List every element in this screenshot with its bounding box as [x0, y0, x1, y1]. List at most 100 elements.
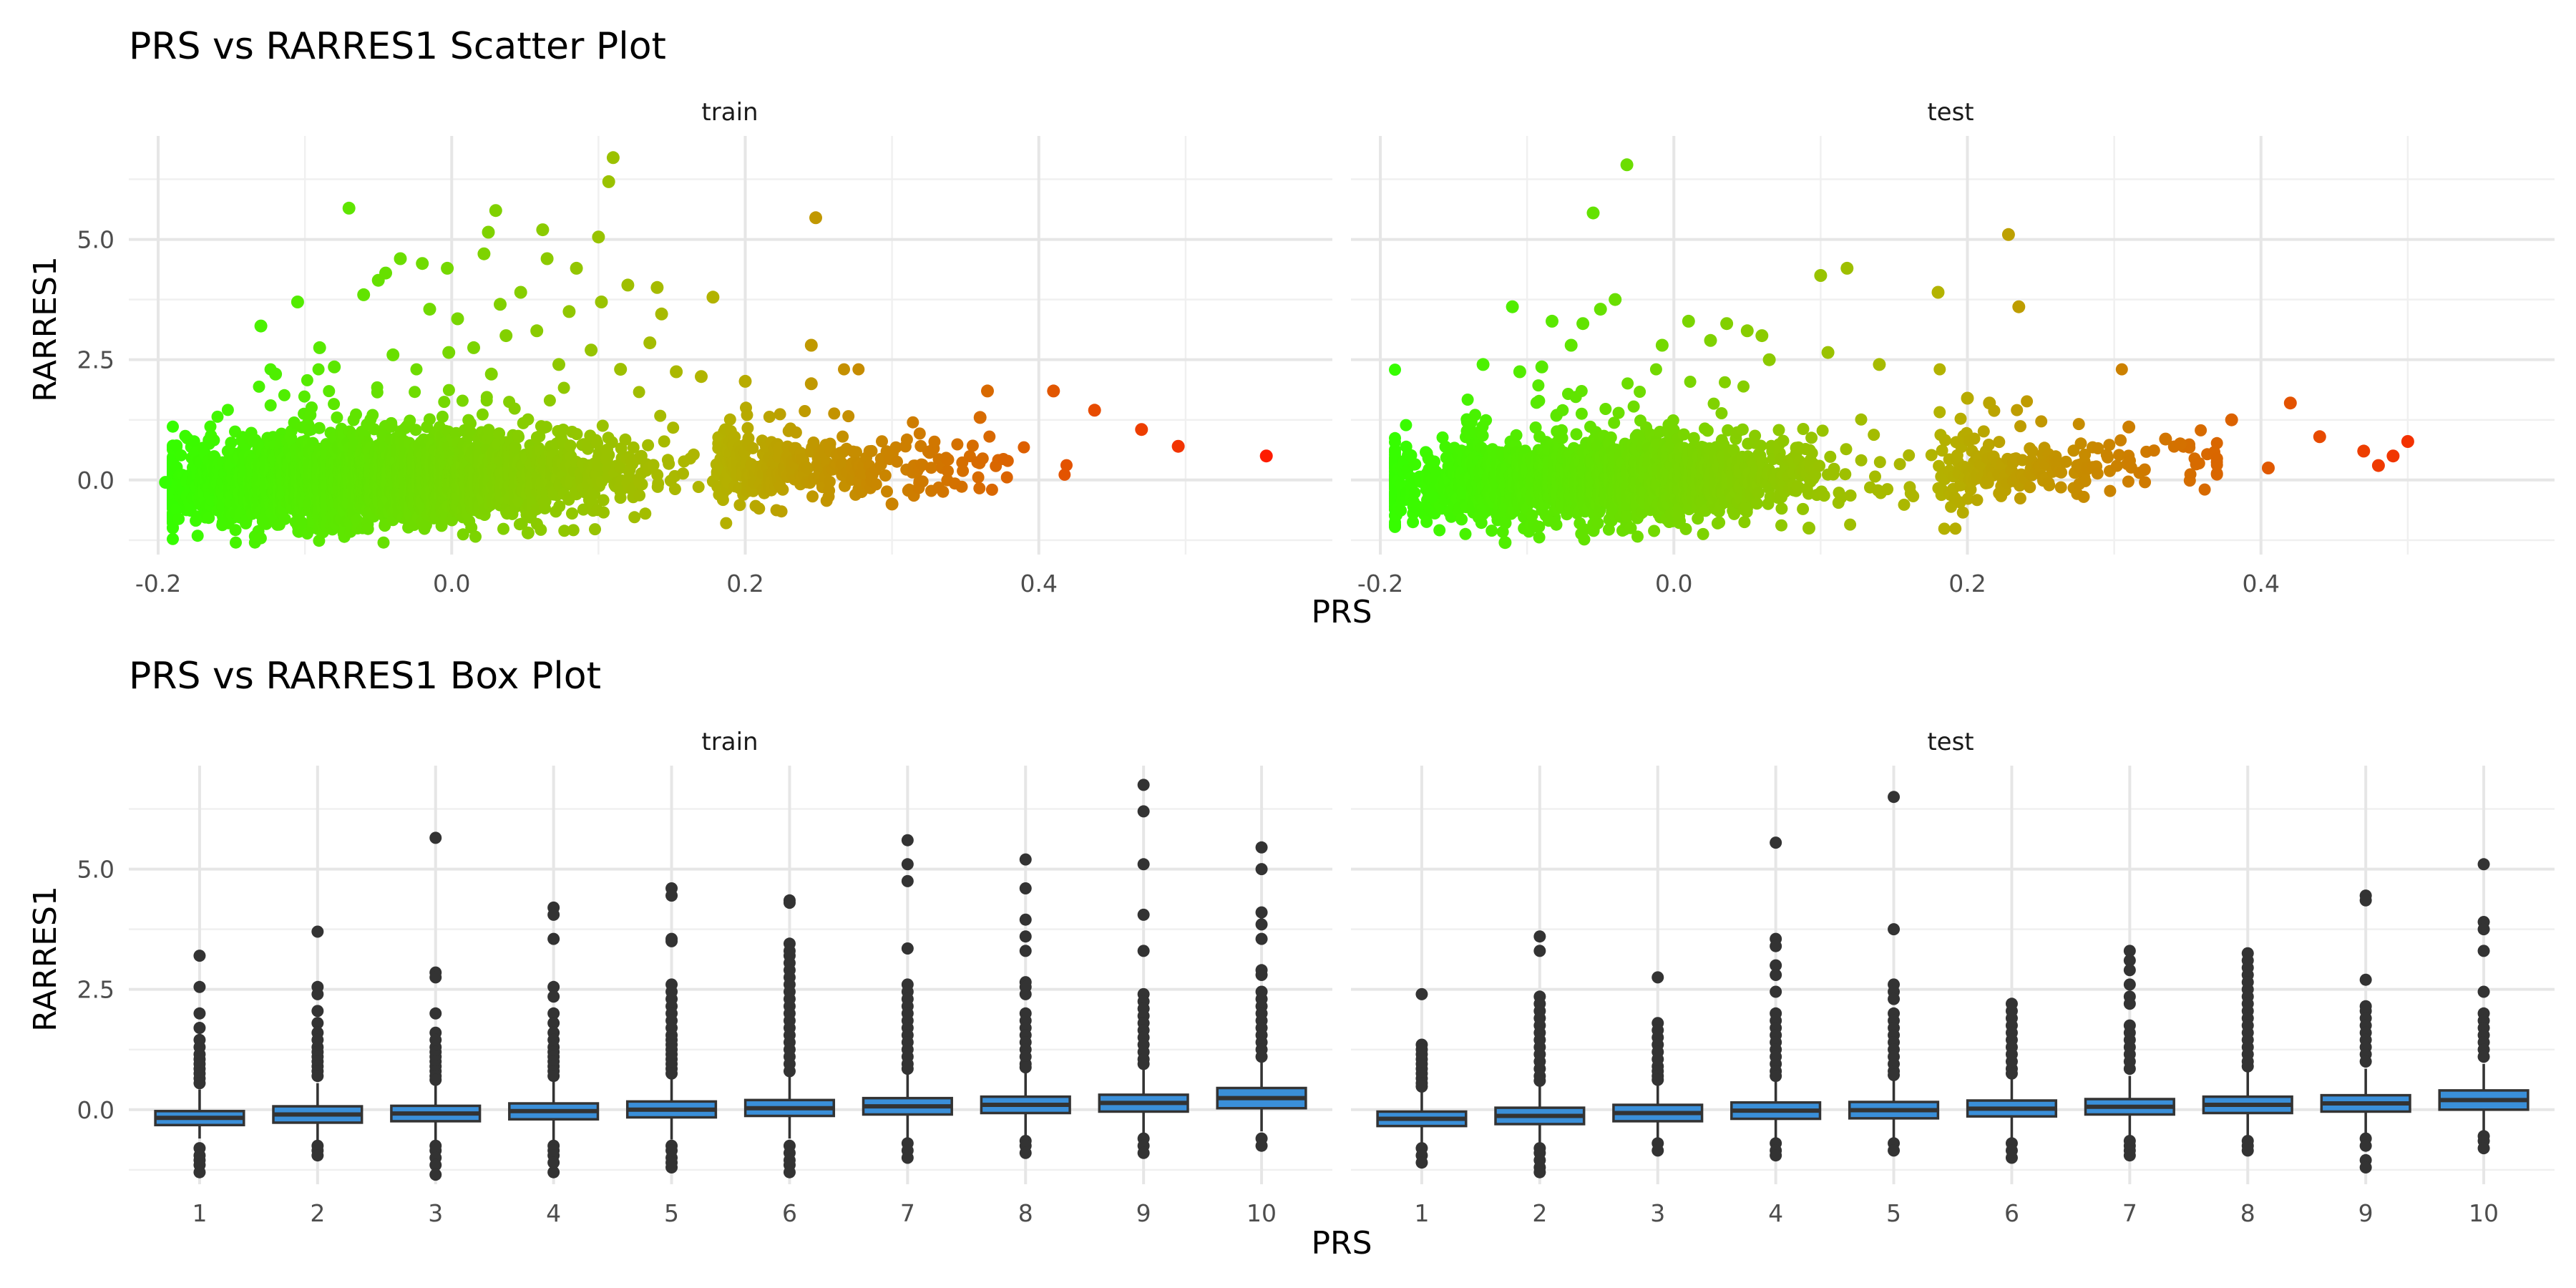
scatter-point	[1469, 409, 1481, 421]
scatter-point	[476, 408, 489, 421]
scatter-panel-train	[129, 136, 1332, 555]
scatter-point	[221, 404, 234, 416]
scatter-point	[951, 438, 964, 451]
scatter-point	[469, 530, 482, 543]
scatter-point	[377, 536, 390, 549]
scatter-point-outlier	[394, 252, 407, 265]
scatter-strip-train: train	[701, 98, 758, 127]
scatter-point	[543, 394, 556, 407]
scatter-point	[540, 421, 552, 434]
scatter-point	[1575, 407, 1588, 420]
scatter-point	[306, 401, 318, 414]
scatter-point	[823, 475, 836, 488]
scatter-point	[211, 410, 224, 423]
scatter-point	[687, 448, 700, 461]
scatter-point	[663, 457, 675, 470]
scatter-point	[480, 391, 493, 404]
scatter-point-outlier	[973, 411, 987, 424]
scatter-point	[313, 421, 326, 434]
scatter-point	[869, 478, 882, 491]
scatter-point-outlier	[562, 305, 576, 318]
scatter-point-outlier	[1259, 449, 1273, 463]
scatter-point	[972, 471, 985, 484]
scatter-point	[509, 441, 522, 454]
scatter-point	[170, 439, 183, 452]
scatter-point	[913, 427, 926, 440]
scatter-point	[942, 464, 954, 477]
scatter-point-outlier	[1047, 384, 1060, 398]
scatter-point	[900, 433, 913, 446]
scatter-point-outlier	[570, 261, 583, 275]
scatter-point	[225, 436, 238, 449]
scatter-point	[891, 455, 903, 468]
scatter-point-outlier	[379, 266, 392, 280]
scatter-point-outlier	[1135, 423, 1148, 436]
scatter-point	[658, 435, 670, 448]
scatter-point	[596, 419, 609, 432]
scatter-point	[1400, 419, 1413, 431]
scatter-point	[763, 411, 776, 423]
scatter-point	[774, 408, 786, 421]
scatter-point	[677, 467, 689, 480]
scatter-point	[331, 411, 343, 424]
scatter-point	[508, 402, 521, 415]
scatter-point	[512, 431, 525, 444]
scatter-point	[170, 503, 182, 516]
scatter-point	[323, 385, 336, 398]
scatter-point	[614, 492, 627, 504]
scatter-point	[1000, 471, 1013, 484]
scatter-strip-test: test	[1927, 98, 1974, 127]
scatter-point	[753, 502, 766, 515]
scatter-point-outlier	[670, 365, 683, 379]
scatter-point	[191, 530, 204, 542]
scatter-point	[566, 507, 578, 520]
scatter-point	[789, 426, 802, 439]
scatter-point	[535, 523, 547, 536]
scatter-point	[1459, 527, 1472, 540]
scatter-point	[278, 389, 291, 401]
scatter-point-outlier	[595, 296, 608, 308]
scatter-point	[741, 409, 753, 421]
scatter-point	[442, 384, 455, 396]
scatter-point	[522, 413, 535, 426]
scatter-point	[1510, 429, 1523, 441]
scatter-point	[423, 413, 436, 426]
scatter-point-outlier	[477, 247, 491, 260]
scatter-point	[172, 512, 185, 525]
scatter-point	[642, 439, 655, 452]
scatter-point-outlier	[423, 303, 436, 316]
scatter-point	[597, 506, 610, 519]
scatter-point-outlier	[592, 230, 605, 244]
scatter-point	[928, 435, 941, 448]
scatter-point	[1461, 394, 1474, 406]
scatter-point	[716, 494, 729, 507]
scatter-point-outlier	[1171, 439, 1185, 453]
scatter-point	[973, 482, 986, 494]
scatter-point-outlier	[489, 204, 502, 218]
scatter-point-outlier	[981, 384, 994, 398]
scatter-point-outlier	[521, 526, 535, 540]
scatter-point-outlier	[484, 367, 498, 381]
scatter-point	[1550, 518, 1563, 531]
scatter-point	[976, 452, 989, 465]
scatter-point-outlier	[467, 341, 480, 354]
scatter-point	[254, 532, 267, 545]
scatter-point	[589, 523, 601, 536]
scatter-point	[264, 399, 277, 411]
scatter-point	[1533, 531, 1546, 544]
scatter-point	[438, 396, 451, 409]
scatter-point	[1018, 441, 1030, 454]
scatter-point-outlier	[552, 358, 565, 371]
scatter-point-outlier	[1088, 404, 1101, 417]
scatter-point	[1455, 513, 1468, 526]
scatter-point	[838, 363, 850, 376]
scatter-point	[1433, 524, 1446, 537]
scatter-point-outlier	[441, 261, 454, 275]
scatter-point	[366, 409, 379, 421]
scatter-point	[639, 507, 652, 520]
scatter-point	[312, 363, 325, 376]
scatter-point	[564, 439, 577, 452]
scatter-point	[1575, 385, 1588, 397]
scatter-point-outlier	[695, 370, 708, 384]
